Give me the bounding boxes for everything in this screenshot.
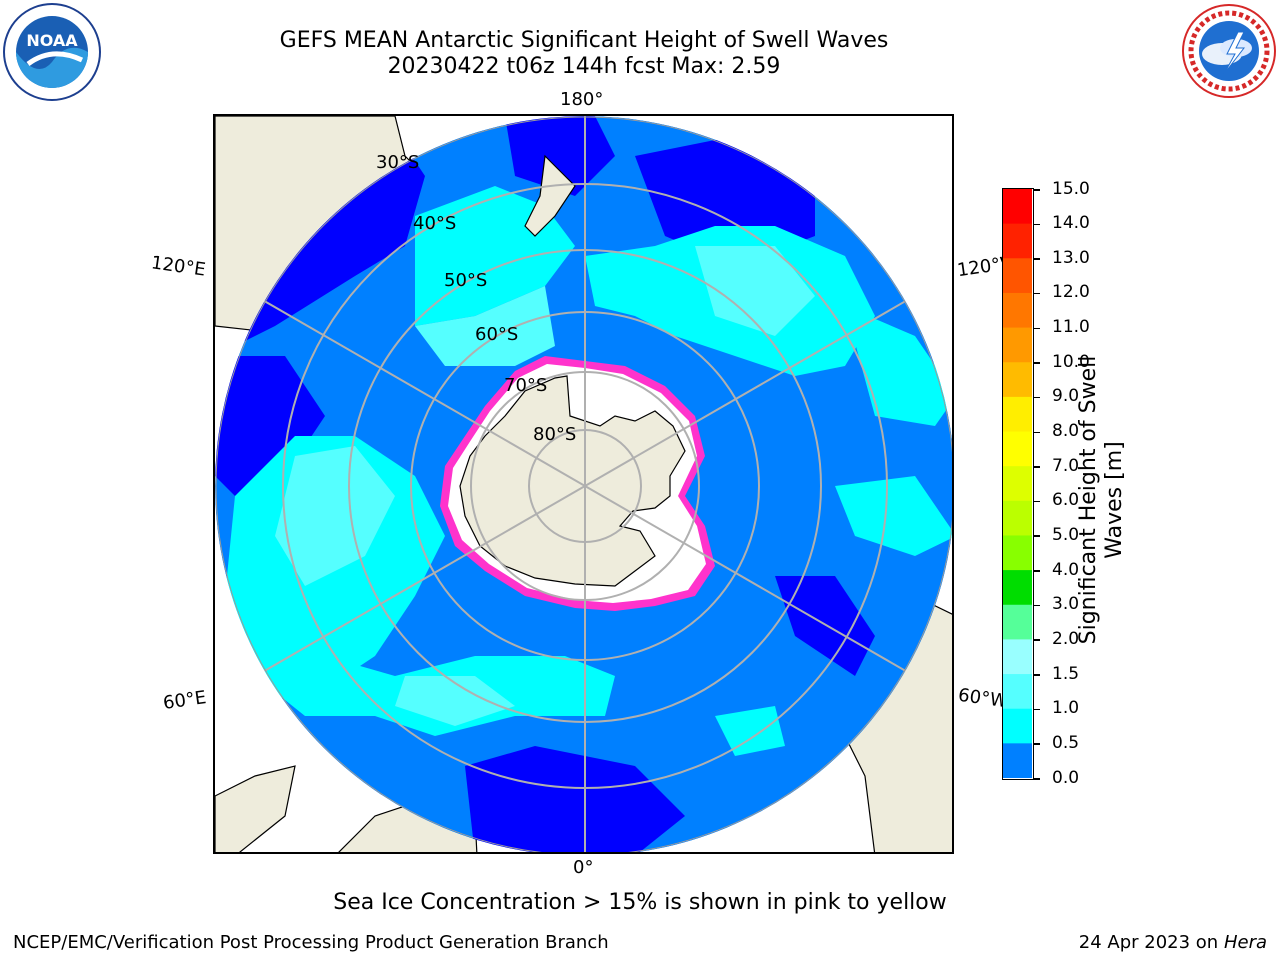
colorbar-tick-mark — [1034, 570, 1040, 572]
lat-label-60s: 60°S — [475, 324, 519, 345]
lat-label-30s: 30°S — [376, 152, 420, 173]
colorbar-tick-label: 2.0 — [1052, 628, 1080, 649]
footer-branch: NCEP/EMC/Verification Post Processing Pr… — [13, 932, 609, 953]
chart-subtitle: 20230422 t06z 144h fcst Max: 2.59 — [387, 54, 781, 79]
colorbar-tick-label: 1.5 — [1052, 663, 1080, 684]
footer-date: 24 Apr 2023 on Hera — [1079, 932, 1267, 953]
colorbar-swatch — [1003, 674, 1032, 710]
colorbar-label-line2: Waves [m] — [1102, 441, 1127, 559]
colorbar-swatch — [1003, 431, 1032, 467]
lat-label-70s: 70°S — [504, 375, 548, 396]
colorbar-tick-label: 12.0 — [1052, 282, 1090, 303]
graticule — [215, 116, 952, 852]
colorbar-tick-label: 7.0 — [1052, 455, 1080, 476]
colorbar-swatch — [1003, 396, 1032, 433]
colorbar-tick-mark — [1034, 743, 1040, 745]
colorbar-tick-label: 1.0 — [1052, 698, 1080, 719]
colorbar-tick-label: 0.5 — [1052, 732, 1080, 753]
colorbar-tick-label: 11.0 — [1052, 317, 1090, 338]
antarctica — [459, 375, 686, 587]
colorbar-swatch — [1003, 639, 1032, 675]
colorbar-tick-mark — [1034, 327, 1040, 330]
colorbar-swatch — [1003, 570, 1032, 606]
lon-label-0: 0° — [573, 857, 594, 878]
colorbar-tick-mark — [1034, 535, 1040, 537]
colorbar-tick-label: 8.0 — [1052, 421, 1080, 442]
colorbar-tick-mark — [1034, 708, 1040, 711]
polar-map-svg — [215, 116, 952, 852]
colorbar-tick-mark — [1034, 292, 1040, 295]
colorbar-tick-label: 5.0 — [1052, 524, 1080, 545]
chart-title: GEFS MEAN Antarctic Significant Height o… — [279, 28, 889, 53]
lat-label-50s: 50°S — [444, 270, 488, 291]
lon-label-180: 180° — [560, 89, 604, 110]
colorbar-tick-label: 9.0 — [1052, 386, 1080, 407]
sea-ice-note: Sea Ice Concentration > 15% is shown in … — [333, 890, 947, 915]
colorbar-swatch — [1003, 223, 1032, 259]
colorbar-tick-label: 6.0 — [1052, 490, 1080, 511]
colorbar-tick-mark — [1034, 604, 1040, 607]
colorbar-tick-mark — [1034, 396, 1040, 399]
colorbar-tick-label: 0.0 — [1052, 767, 1080, 788]
new-zealand — [524, 154, 576, 237]
noaa-logo-text: NOAA — [26, 31, 78, 50]
colorbar-tick-mark — [1034, 639, 1040, 641]
colorbar-swatch — [1003, 362, 1032, 398]
colorbar-tick-label: 10.0 — [1052, 351, 1090, 372]
colorbar — [1002, 188, 1034, 780]
colorbar-label: Significant Height of Swell Waves [m] — [1076, 300, 1128, 700]
colorbar-tick-label: 13.0 — [1052, 247, 1090, 268]
noaa-logo: NOAA — [2, 2, 102, 102]
colorbar-swatch — [1003, 535, 1032, 571]
colorbar-label-line1: Significant Height of Swell — [1076, 355, 1101, 645]
colorbar-swatch — [1003, 466, 1032, 502]
colorbar-tick-label: 4.0 — [1052, 559, 1080, 580]
colorbar-swatch — [1003, 327, 1032, 363]
colorbar-tick-mark — [1034, 466, 1040, 468]
colorbar-tick-label: 14.0 — [1052, 213, 1090, 234]
colorbar-tick-mark — [1034, 189, 1040, 191]
colorbar-swatch — [1003, 258, 1032, 294]
colorbar-swatch — [1003, 743, 1032, 779]
colorbar-tick-mark — [1034, 674, 1040, 676]
polar-map — [213, 114, 954, 854]
footer-host: Hera — [1223, 932, 1267, 953]
colorbar-swatch — [1003, 604, 1032, 641]
colorbar-tick-label: 15.0 — [1052, 178, 1090, 199]
colorbar-tick-mark — [1034, 778, 1040, 780]
colorbar-tick-mark — [1034, 431, 1040, 434]
footer-date-text: 24 Apr 2023 on — [1078, 932, 1224, 953]
colorbar-tick-label: 3.0 — [1052, 594, 1080, 615]
lat-label-40s: 40°S — [413, 213, 457, 234]
colorbar-swatch — [1003, 292, 1032, 329]
colorbar-swatch — [1003, 500, 1032, 537]
lon-label-120e: 120°E — [149, 252, 207, 281]
colorbar-tick-mark — [1034, 258, 1040, 260]
colorbar-tick-mark — [1034, 362, 1040, 364]
nws-logo — [1180, 2, 1278, 100]
colorbar-tick-mark — [1034, 223, 1040, 226]
lon-label-60e: 60°E — [161, 687, 208, 714]
colorbar-swatch — [1003, 708, 1032, 744]
colorbar-tick-mark — [1034, 500, 1040, 503]
colorbar-swatch — [1003, 189, 1032, 225]
lat-label-80s: 80°S — [533, 424, 577, 445]
colorbar-swatches — [1003, 189, 1032, 779]
